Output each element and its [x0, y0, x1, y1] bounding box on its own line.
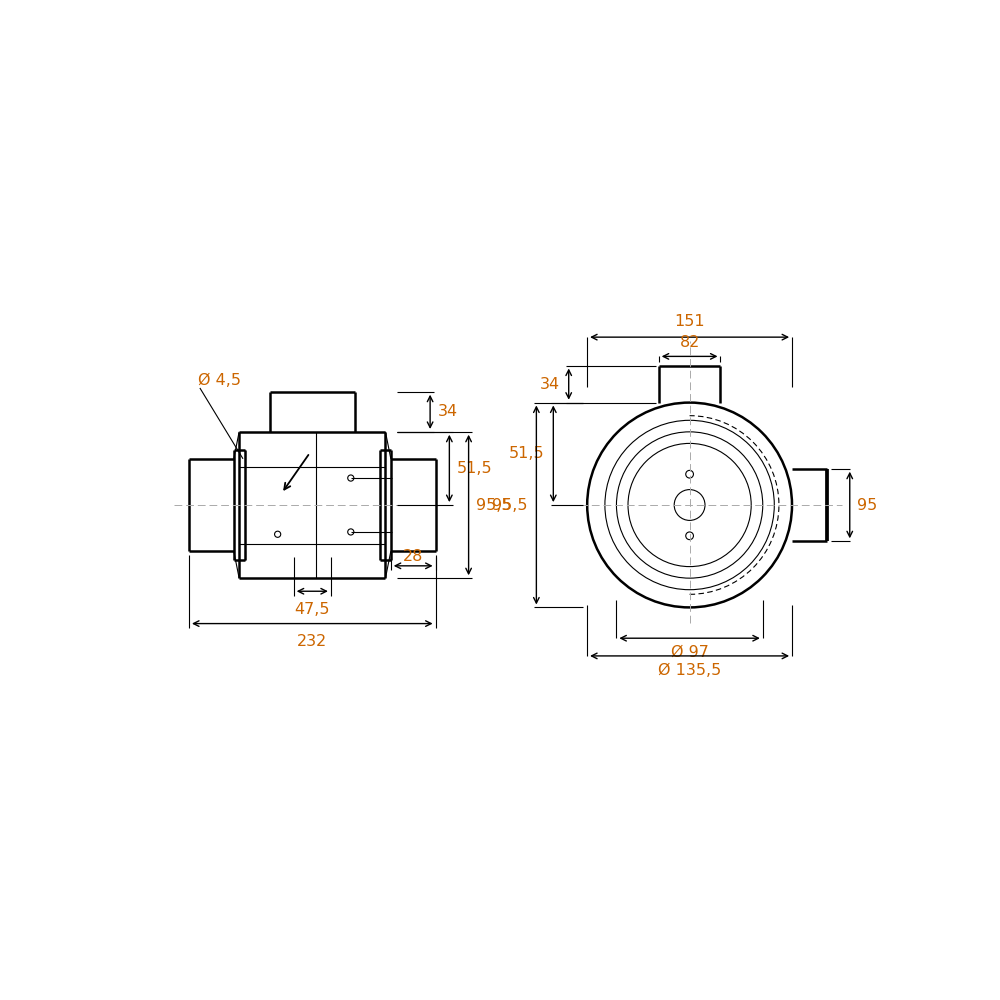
Text: 95,5: 95,5 [492, 497, 528, 512]
Text: Ø 135,5: Ø 135,5 [658, 663, 721, 678]
Text: 47,5: 47,5 [295, 602, 330, 617]
Text: 51,5: 51,5 [457, 461, 493, 476]
Text: 34: 34 [540, 377, 560, 392]
Text: 232: 232 [297, 634, 327, 649]
Text: Ø 97: Ø 97 [671, 645, 709, 660]
Text: 28: 28 [403, 549, 423, 564]
Text: 151: 151 [674, 314, 705, 329]
Text: 95: 95 [857, 497, 878, 512]
Text: 95,5: 95,5 [476, 497, 512, 512]
Text: 51,5: 51,5 [509, 446, 545, 461]
Text: 82: 82 [679, 335, 700, 350]
Text: Ø 4,5: Ø 4,5 [198, 373, 241, 388]
Text: 34: 34 [438, 404, 458, 419]
